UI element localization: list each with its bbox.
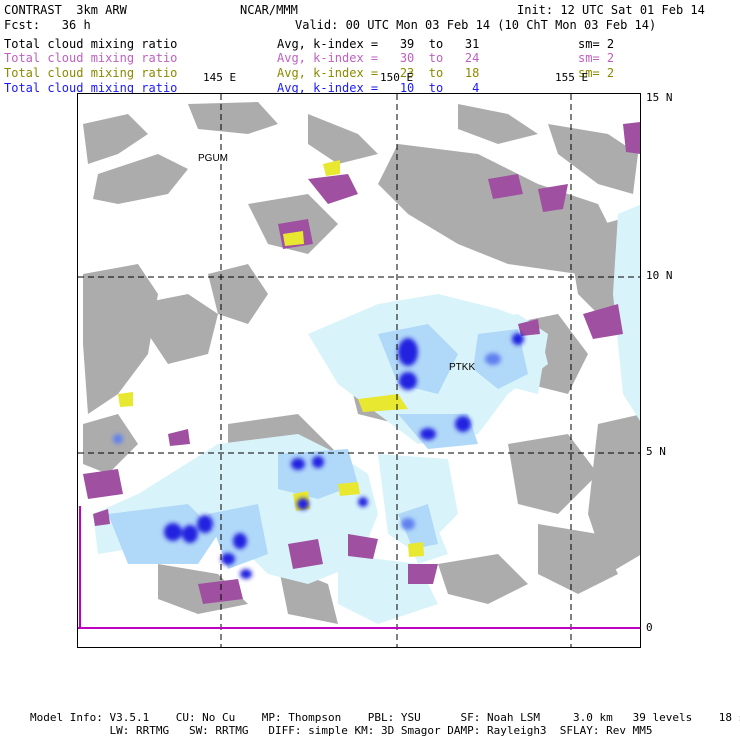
graticule <box>78 94 640 647</box>
mid-cloud-layer <box>83 122 640 604</box>
legend-field-4: Total cloud mixing ratio <box>4 81 178 95</box>
station-label-ptkk: PTKK <box>449 362 475 373</box>
legend-sm-2: sm= 2 <box>578 51 615 65</box>
init-time: Init: 12 UTC Sat 01 Feb 14 <box>517 3 705 17</box>
lat-label-15n: 15 N <box>646 91 673 104</box>
mid-low-cloud-layer <box>118 160 424 557</box>
legend-field-2: Total cloud mixing ratio <box>4 51 178 65</box>
legend-sm-1: sm= 2 <box>578 37 615 51</box>
lon-label-155: 155 E <box>555 71 589 84</box>
lon-label-145: 145 E <box>203 71 237 84</box>
legend-field-1: Total cloud mixing ratio <box>4 37 178 51</box>
model-info-line2: LW: RRTMG SW: RRTMG DIFF: simple KM: 3D … <box>30 724 653 737</box>
lat-label-0: 0 <box>646 621 653 634</box>
legend-range-2: Avg, k-index = 30 to 24 <box>277 51 480 65</box>
legend-field-3: Total cloud mixing ratio <box>4 66 178 80</box>
model-info-line1: Model Info: V3.5.1 CU: No Cu MP: Thompso… <box>30 711 740 724</box>
legend-range-3: Avg, k-index = 23 to 18 <box>277 66 480 80</box>
station-label-pgum: PGUM <box>198 153 228 164</box>
deep-convection-layer <box>113 333 524 579</box>
lat-label-10n: 10 N <box>646 269 673 282</box>
legend-range-1: Avg, k-index = 39 to 31 <box>277 37 480 51</box>
legend-range-4: Avg, k-index = 10 to 4 <box>277 81 480 95</box>
model-name: CONTRAST 3km ARW <box>4 3 127 17</box>
cloud-map: PGUM PTKK <box>77 93 641 648</box>
center-name: NCAR/MMM <box>240 3 298 17</box>
valid-time: Valid: 00 UTC Mon 03 Feb 14 (10 ChT Mon … <box>295 18 657 32</box>
lon-label-150: 150 E <box>380 71 414 84</box>
cloud-map-canvas: PGUM PTKK <box>78 94 640 647</box>
legend-sm-3: sm= 2 <box>578 66 615 80</box>
lat-label-5n: 5 N <box>646 445 666 458</box>
forecast-hour: Fcst: 36 h <box>4 18 91 32</box>
